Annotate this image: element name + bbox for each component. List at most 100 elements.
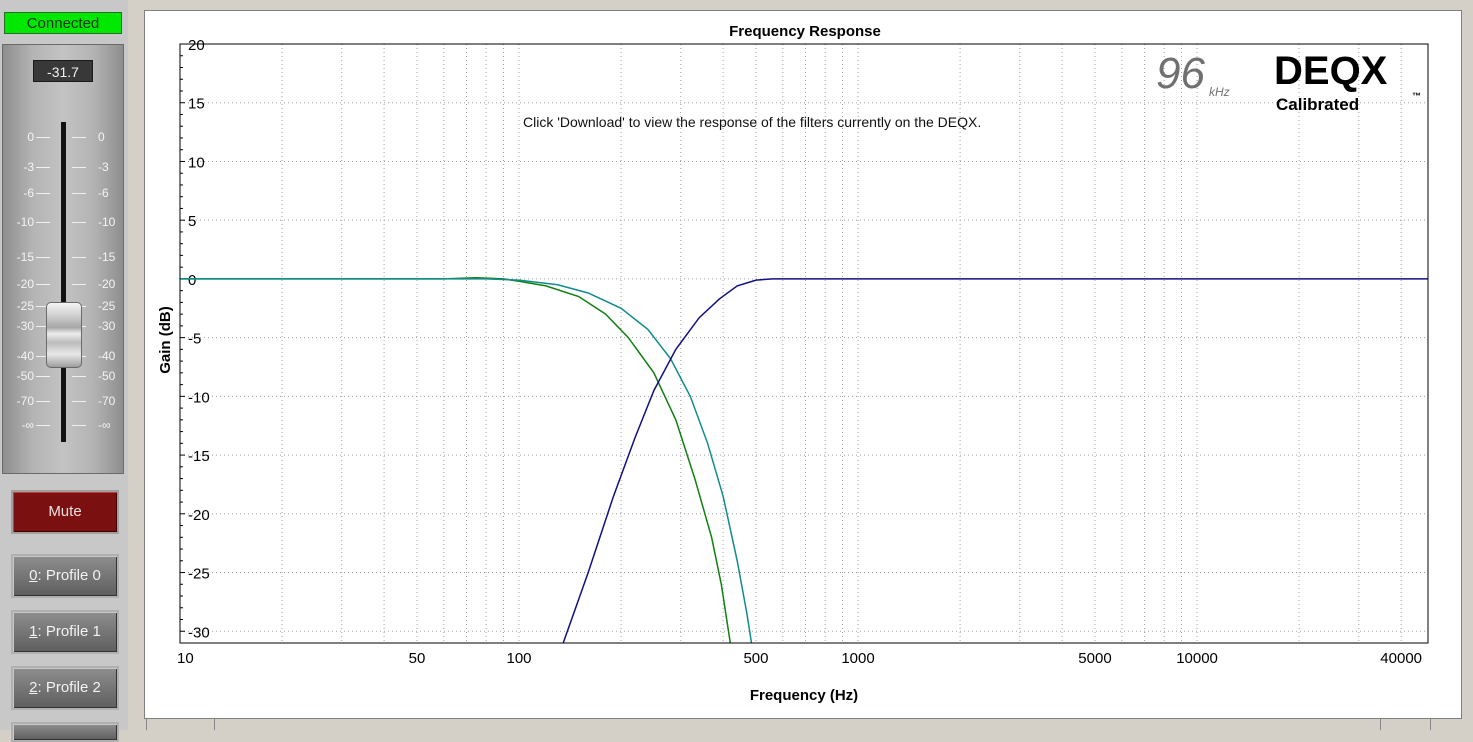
profile-0-button[interactable]: 0: Profile 0 xyxy=(11,554,119,598)
fader-scale-tick xyxy=(36,167,50,168)
y-tick-label: 10 xyxy=(188,154,205,171)
fader-scale-right-label: -20 xyxy=(98,277,116,291)
deqx-logo: 96 kHz DEQX Calibrated ™ xyxy=(1156,49,1421,114)
fader-scale-right-label: -30 xyxy=(98,319,116,333)
x-tick-label: 1000 xyxy=(841,650,874,667)
fader-scale-right-label: -3 xyxy=(98,160,109,174)
fader-scale-tick xyxy=(72,284,86,285)
left-panel: Connected -31.7 0 0 -3 -3 -6 -6 -10 -10 -15 -15 -2… xyxy=(0,0,128,742)
response-curve-2 xyxy=(562,278,1428,644)
x-axis-label: Frequency (Hz) xyxy=(750,687,858,704)
profile-1-label: : Profile 1 xyxy=(37,623,101,640)
x-tick-label: 40000 xyxy=(1380,650,1422,667)
fader-scale-right-label: -70 xyxy=(98,394,116,408)
y-tick-label: 20 xyxy=(188,37,205,54)
x-tick-label: 50 xyxy=(409,650,426,667)
fader-scale-tick xyxy=(72,401,86,402)
profile-3-button-partial[interactable] xyxy=(11,722,119,742)
logo-brand: DEQX xyxy=(1274,49,1388,93)
x-tick-label: 5000 xyxy=(1078,650,1111,667)
profile-2-label: : Profile 2 xyxy=(37,679,101,696)
fader-track[interactable] xyxy=(61,122,66,442)
y-axis-ticks: 20 15 10 5 0 -5 -10 -15 -20 -25 -30 xyxy=(180,37,210,644)
response-curve-0 xyxy=(180,276,732,644)
bottom-status-strip xyxy=(134,719,1473,730)
profile-2-hotkey: 2 xyxy=(29,679,38,696)
fader-scale-tick xyxy=(72,257,86,258)
fader-scale-left-label: -50 xyxy=(16,369,34,383)
fader-scale-tick xyxy=(36,356,50,357)
frequency-response-chart: Frequency Response 20151050-5-10-15-20-2… xyxy=(157,23,1429,704)
x-tick-label: 100 xyxy=(507,650,532,667)
connection-status-badge: Connected xyxy=(4,12,122,34)
fader-scale-right-label: 0 xyxy=(98,130,105,144)
fader-scale-tick xyxy=(72,167,86,168)
chart-title: Frequency Response xyxy=(729,23,881,40)
fader-scale-tick xyxy=(36,193,50,194)
fader-scale-right-label: -25 xyxy=(98,299,116,313)
fader-scale-tick xyxy=(72,193,86,194)
fader-scale-left-label: -25 xyxy=(16,299,34,313)
logo-calibrated: Calibrated xyxy=(1276,95,1359,114)
fader-scale-right-label: -10 xyxy=(98,215,116,229)
y-tick-label: 0 xyxy=(188,272,196,289)
profile-0-label: : Profile 0 xyxy=(37,567,101,584)
fader-scale-right-label: -6 xyxy=(98,186,109,200)
fader-scale-right-label: -40 xyxy=(98,349,116,363)
y-axis-label: Gain (dB) xyxy=(157,306,174,374)
fader-scale-tick xyxy=(72,222,86,223)
fader-scale-left-label: -3 xyxy=(23,160,34,174)
y-tick-label: -10 xyxy=(188,389,210,406)
fader-scale-tick xyxy=(36,257,50,258)
fader-scale-tick xyxy=(72,376,86,377)
volume-level-readout: -31.7 xyxy=(33,60,93,82)
fader-scale-right-label: -∞ xyxy=(98,418,111,432)
profile-0-hotkey: 0 xyxy=(29,567,38,584)
x-tick-label: 500 xyxy=(743,650,768,667)
fader-scale-tick xyxy=(36,284,50,285)
y-tick-label: -15 xyxy=(188,448,210,465)
volume-fader-knob[interactable] xyxy=(46,302,82,368)
fader-scale-left-label: -6 xyxy=(23,186,34,200)
profile-1-hotkey: 1 xyxy=(29,623,38,640)
y-tick-label: -25 xyxy=(188,566,210,583)
y-tick-label: -20 xyxy=(188,507,210,524)
response-curve-1 xyxy=(180,278,753,644)
fader-scale-right-label: -50 xyxy=(98,369,116,383)
fader-scale-tick xyxy=(36,326,50,327)
fader-scale-tick xyxy=(72,425,86,426)
fader-scale-left-label: -40 xyxy=(16,349,34,363)
x-tick-label: 10000 xyxy=(1176,650,1218,667)
fader-scale-tick xyxy=(36,137,50,138)
fader-scale-left-label: -10 xyxy=(16,215,34,229)
y-tick-label: 15 xyxy=(188,96,205,113)
fader-scale-tick xyxy=(36,401,50,402)
y-tick-label: -30 xyxy=(188,624,210,641)
fader-scale-tick xyxy=(36,306,50,307)
fader-scale-left-label: -30 xyxy=(16,319,34,333)
fader-scale-tick xyxy=(72,137,86,138)
logo-rate-unit: kHz xyxy=(1209,85,1230,99)
chart-grid xyxy=(180,43,1428,643)
fader-scale-left-label: -∞ xyxy=(21,418,34,432)
y-tick-label: -5 xyxy=(188,331,201,348)
fader-scale-left-label: -20 xyxy=(16,277,34,291)
plot-frame xyxy=(179,43,1429,644)
fader-scale-left-label: -15 xyxy=(16,250,34,264)
fader-scale-tick xyxy=(36,222,50,223)
fader-scale-left-label: -70 xyxy=(16,394,34,408)
x-tick-label: 10 xyxy=(177,650,194,667)
profile-1-button[interactable]: 1: Profile 1 xyxy=(11,610,119,654)
y-tick-label: 5 xyxy=(188,213,196,230)
mute-button[interactable]: Mute xyxy=(11,490,119,534)
profile-2-button[interactable]: 2: Profile 2 xyxy=(11,666,119,710)
fader-scale-left-label: 0 xyxy=(27,130,34,144)
chart-series xyxy=(180,276,1428,644)
fader-scale-tick xyxy=(36,425,50,426)
fader-scale-tick xyxy=(36,376,50,377)
fader-scale-right-label: -15 xyxy=(98,250,116,264)
logo-trademark: ™ xyxy=(1412,91,1421,101)
frequency-response-pane: Frequency Response 20 15 10 5 0 -5 -10 -15 -20 -2… xyxy=(144,10,1462,719)
download-hint-text: Click 'Download' to view the response of… xyxy=(523,114,981,130)
logo-rate: 96 xyxy=(1156,49,1205,98)
